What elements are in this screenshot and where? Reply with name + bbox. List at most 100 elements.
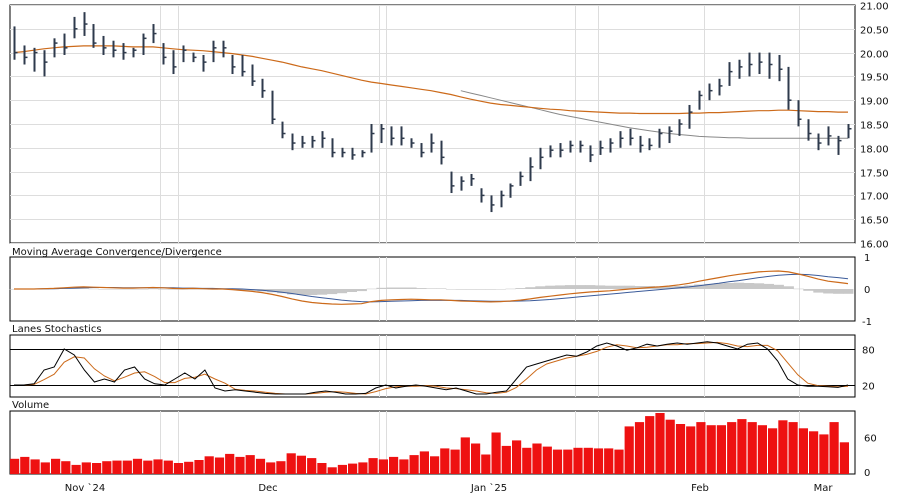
macd-histogram-bar bbox=[704, 283, 715, 289]
ma-orange-line bbox=[13, 45, 848, 115]
macd-histogram-bar bbox=[78, 288, 89, 289]
volume-bar bbox=[10, 458, 20, 475]
macd-histogram-bar bbox=[803, 289, 814, 291]
macd-histogram-bar bbox=[594, 285, 606, 289]
macd-histogram-bar bbox=[98, 289, 109, 290]
macd-histogram-bar bbox=[108, 289, 119, 290]
volume-bar bbox=[40, 462, 50, 474]
volume-bar bbox=[389, 456, 399, 474]
volume-bar bbox=[614, 449, 624, 474]
macd-histogram-bar bbox=[158, 289, 169, 290]
macd-histogram-bar bbox=[167, 289, 179, 290]
macd-histogram-bar bbox=[654, 286, 665, 289]
macd-histogram-bar bbox=[535, 286, 546, 289]
macd-histogram-bar bbox=[376, 287, 387, 289]
volume-bar bbox=[30, 459, 40, 474]
macd-histogram-bar bbox=[694, 284, 705, 289]
volume-bar bbox=[348, 463, 358, 474]
volume-bar bbox=[522, 447, 532, 474]
macd-histogram-bar bbox=[485, 289, 496, 290]
macd-tick-label: 0 bbox=[864, 285, 870, 296]
macd-histogram-bar bbox=[793, 288, 804, 290]
macd-histogram-bar bbox=[426, 288, 437, 289]
price-tick-label: 21.00 bbox=[860, 2, 889, 13]
macd-histogram-bar bbox=[465, 289, 477, 290]
macd-histogram-bar bbox=[416, 288, 427, 289]
volume-bar bbox=[512, 440, 522, 474]
macd-histogram-bar bbox=[366, 288, 377, 290]
macd-histogram-bar bbox=[763, 283, 774, 289]
macd-histogram-bar bbox=[584, 285, 596, 289]
volume-bar bbox=[727, 422, 737, 474]
volume-bar bbox=[471, 443, 481, 474]
volume-bar bbox=[71, 464, 81, 474]
volume-bars bbox=[10, 413, 849, 475]
volume-bar bbox=[768, 428, 778, 475]
macd-histogram-bar bbox=[753, 283, 765, 289]
macd-histogram-bar bbox=[575, 285, 586, 289]
price-tick-label: 17.00 bbox=[860, 192, 889, 203]
volume-bar bbox=[645, 416, 655, 474]
price-tick-label: 20.00 bbox=[860, 50, 889, 61]
macd-histogram-bar bbox=[783, 286, 794, 289]
volume-bar bbox=[255, 458, 266, 475]
volume-bar bbox=[112, 460, 122, 474]
volume-bar bbox=[696, 422, 706, 474]
macd-histogram-bar bbox=[714, 283, 725, 289]
macd-histogram-bar bbox=[287, 289, 298, 295]
volume-bar bbox=[163, 460, 173, 474]
volume-bar bbox=[675, 424, 686, 474]
volume-bar bbox=[61, 461, 71, 474]
volume-bar bbox=[450, 449, 460, 474]
x-tick-label: Mar bbox=[814, 483, 834, 494]
volume-bar bbox=[225, 453, 235, 474]
volume-bar bbox=[532, 443, 542, 474]
macd-histogram-bar bbox=[297, 289, 308, 295]
volume-bar bbox=[819, 434, 829, 474]
volume-bar bbox=[829, 422, 839, 474]
price-bars bbox=[13, 12, 852, 213]
volume-bar bbox=[368, 458, 378, 474]
macd-histogram-bar bbox=[326, 289, 338, 295]
macd-histogram-bar bbox=[187, 289, 199, 290]
volume-bar bbox=[102, 461, 112, 474]
stoch-pane-title: Lanes Stochastics bbox=[12, 324, 102, 335]
volume-bar bbox=[747, 422, 757, 474]
volume-bar bbox=[563, 449, 573, 474]
macd-histogram-bar bbox=[118, 289, 129, 290]
macd-histogram-bar bbox=[634, 286, 645, 289]
macd-histogram-bar bbox=[455, 289, 467, 290]
volume-bar bbox=[798, 428, 808, 475]
macd-histogram-bar bbox=[545, 285, 556, 289]
macd-histogram-bar bbox=[436, 288, 447, 289]
price-tick-label: 19.00 bbox=[860, 97, 889, 108]
macd-histogram-bar bbox=[316, 289, 328, 295]
volume-bar bbox=[337, 464, 347, 474]
macd-histogram-bar bbox=[733, 282, 745, 289]
stoch-tick-label: 80 bbox=[862, 346, 875, 357]
grid-lines bbox=[10, 5, 855, 474]
macd-histogram-bar bbox=[88, 288, 99, 290]
volume-bar bbox=[266, 462, 276, 474]
volume-bar bbox=[307, 458, 317, 474]
volume-bar bbox=[809, 431, 819, 474]
volume-bar bbox=[235, 456, 245, 474]
macd-histogram-bar bbox=[773, 284, 784, 289]
stoch-pane-frame bbox=[9, 334, 856, 398]
volume-bar bbox=[737, 419, 747, 474]
macd-histogram-bar bbox=[813, 289, 824, 293]
volume-bar bbox=[655, 413, 665, 474]
macd-histogram-bar bbox=[138, 289, 149, 290]
volume-bar bbox=[132, 458, 143, 475]
volume-bar bbox=[552, 449, 563, 474]
macd-histogram-bar bbox=[833, 289, 844, 294]
ma-gray-line bbox=[460, 90, 848, 139]
macd-histogram-bar bbox=[128, 289, 139, 290]
macd-histogram-bar bbox=[604, 285, 616, 289]
macd-histogram-bar bbox=[148, 288, 159, 290]
volume-bar bbox=[501, 445, 511, 474]
macd-histogram-bar bbox=[624, 285, 635, 289]
volume-bar bbox=[542, 446, 552, 474]
volume-bar bbox=[173, 463, 184, 474]
